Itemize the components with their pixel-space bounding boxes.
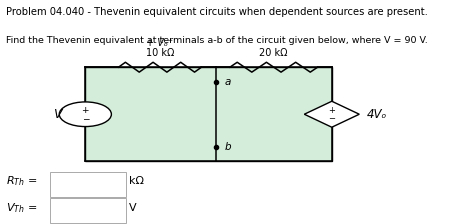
FancyBboxPatch shape xyxy=(50,172,126,197)
Text: + Vₒ⁻: + Vₒ⁻ xyxy=(146,38,173,48)
Text: V: V xyxy=(129,203,137,213)
Text: $R_{Th}$ =: $R_{Th}$ = xyxy=(6,174,37,188)
Text: b: b xyxy=(224,142,231,152)
Circle shape xyxy=(59,102,111,127)
Text: V: V xyxy=(53,108,61,121)
Text: −: − xyxy=(328,114,335,123)
Text: Find the Thevenin equivalent at terminals a-b of the circuit given below, where : Find the Thevenin equivalent at terminal… xyxy=(6,36,428,45)
Text: $V_{Th}$ =: $V_{Th}$ = xyxy=(6,201,37,215)
Text: Problem 04.040 - Thevenin equivalent circuits when dependent sources are present: Problem 04.040 - Thevenin equivalent cir… xyxy=(6,7,428,17)
Text: 20 kΩ: 20 kΩ xyxy=(259,48,288,58)
Text: +: + xyxy=(82,106,89,115)
Text: kΩ: kΩ xyxy=(129,177,144,186)
FancyBboxPatch shape xyxy=(50,198,126,223)
Text: +: + xyxy=(328,106,335,115)
Text: −: − xyxy=(82,114,89,123)
Polygon shape xyxy=(304,101,359,127)
Text: a: a xyxy=(224,77,230,87)
Text: 4Vₒ: 4Vₒ xyxy=(366,108,387,121)
FancyBboxPatch shape xyxy=(85,67,332,161)
Text: 10 kΩ: 10 kΩ xyxy=(146,48,174,58)
